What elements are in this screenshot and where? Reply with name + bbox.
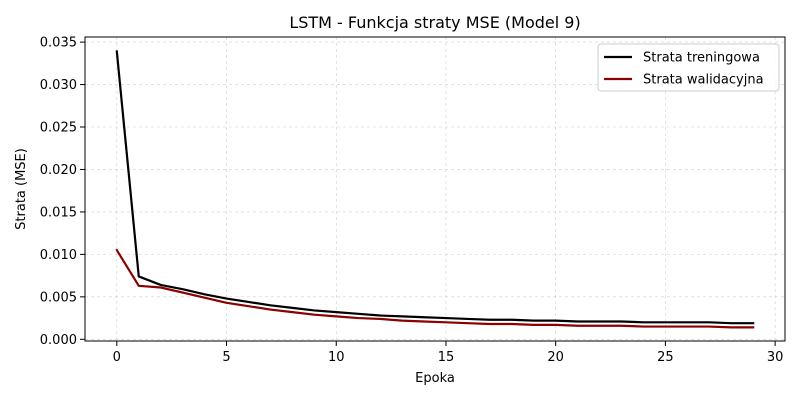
y-tick-label: 0.030	[40, 78, 77, 93]
y-axis-title: Strata (MSE)	[14, 148, 29, 230]
x-tick-label: 5	[222, 350, 230, 365]
y-axis: 0.000 0.005 0.010 0.015 0.020 0.025 0.030 0.035	[40, 36, 85, 348]
series-lines	[115, 50, 755, 329]
chart-title: LSTM - Funkcja straty MSE (Model 9)	[289, 13, 580, 32]
plot-frame	[84, 36, 786, 342]
x-tick-label: 10	[328, 350, 345, 365]
y-tick-label: 0.025	[40, 121, 77, 136]
y-tick-label: 0.020	[40, 163, 77, 178]
y-tick-label: 0.015	[40, 205, 77, 220]
x-tick-label: 25	[657, 350, 674, 365]
y-tick-label: 0.010	[40, 248, 77, 263]
y-tick-label: 0.005	[40, 290, 77, 305]
legend: Strata treningowa Strata walidacyjna	[597, 43, 780, 92]
legend-label: Strata treningowa	[643, 51, 760, 66]
y-tick-label: 0.000	[40, 333, 77, 348]
legend-label: Strata walidacyjna	[643, 73, 764, 88]
series-line-training	[115, 50, 755, 325]
series-line-validation	[115, 248, 755, 329]
x-tick-label: 30	[767, 350, 784, 365]
legend-box	[597, 43, 780, 92]
x-tick-label: 0	[113, 350, 121, 365]
x-tick-label: 20	[547, 350, 564, 365]
y-tick-label: 0.035	[40, 36, 77, 51]
x-axis: 0 5 10 15 20 25 30	[113, 341, 784, 365]
x-axis-title: Epoka	[415, 371, 455, 386]
x-tick-label: 15	[438, 350, 455, 365]
